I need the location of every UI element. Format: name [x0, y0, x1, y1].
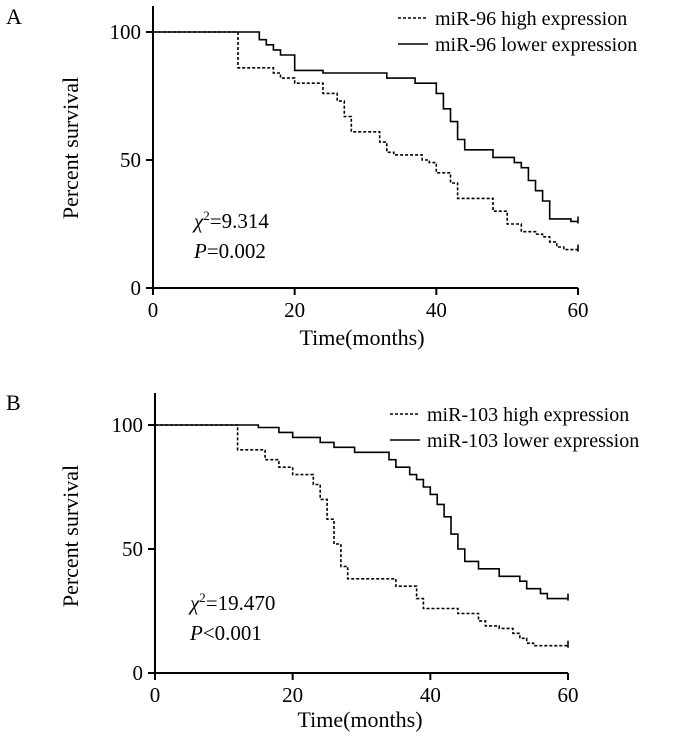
panel-a-high-expression-curve — [153, 31, 578, 251]
panel-a-y-tick-label-50: 50 — [120, 148, 141, 172]
panel-b-high-expression-curve — [155, 424, 568, 647]
panel-b-curves — [155, 424, 569, 648]
panel-a-x-tick-label-20: 20 — [284, 298, 305, 322]
panel-b-chi-square: χ2=19.470 — [188, 590, 275, 615]
panel-b: B Percent survival Time(months) 0 20 40 600… — [6, 390, 639, 732]
panel-b-legend: miR-103 high expression miR-103 lower ex… — [390, 404, 639, 452]
panel-b-x-axis-label: Time(months) — [297, 707, 422, 732]
panel-a-x-axis-label: Time(months) — [299, 325, 424, 350]
panel-b-y-tick-label-0: 0 — [133, 661, 144, 685]
panel-b-ticks: 0 20 40 60 0 50 100 — [112, 413, 579, 707]
panel-b-y-tick-label-100: 100 — [112, 413, 144, 437]
panel-b-x-tick-label-40: 40 — [420, 683, 441, 707]
panel-a-y-tick-label-100: 100 — [110, 20, 142, 44]
panel-a-p-value: P=0.002 — [193, 239, 266, 263]
panel-a-ticks: 0 20 40 60 0 50 100 — [110, 20, 589, 322]
panel-a-curves — [153, 31, 579, 252]
panel-a-y-axis-label: Percent survival — [58, 77, 83, 219]
panel-b-legend-low-label: miR-103 lower expression — [427, 430, 639, 452]
panel-b-y-tick-label-50: 50 — [122, 537, 143, 561]
panel-a-x-tick-label-60: 60 — [568, 298, 589, 322]
panel-b-x-tick-label-20: 20 — [282, 683, 303, 707]
panel-a-label: A — [6, 4, 22, 29]
panel-b-p-value: P<0.001 — [189, 621, 262, 645]
panel-b-legend-high-label: miR-103 high expression — [427, 404, 629, 426]
panel-a-x-tick-label-0: 0 — [148, 298, 159, 322]
panel-b-low-expression-curve — [155, 424, 568, 600]
panel-a-y-tick-label-0: 0 — [131, 276, 142, 300]
panel-b-x-tick-label-60: 60 — [558, 683, 579, 707]
panel-b-label: B — [6, 390, 21, 415]
panel-a-chi-square: χ2=9.314 — [192, 208, 269, 233]
panel-a-low-expression-curve — [153, 31, 578, 223]
panel-a-legend-high-label: miR-96 high expression — [435, 8, 627, 30]
panel-a: A Percent survival Time(months) 0 20 40 600… — [6, 4, 637, 350]
panel-a-legend-low-label: miR-96 lower expression — [435, 34, 637, 56]
panel-a-x-tick-label-40: 40 — [426, 298, 447, 322]
panel-a-legend: miR-96 high expression miR-96 lower expr… — [398, 8, 637, 56]
panel-b-x-tick-label-0: 0 — [150, 683, 161, 707]
panel-b-y-axis-label: Percent survival — [58, 465, 83, 607]
